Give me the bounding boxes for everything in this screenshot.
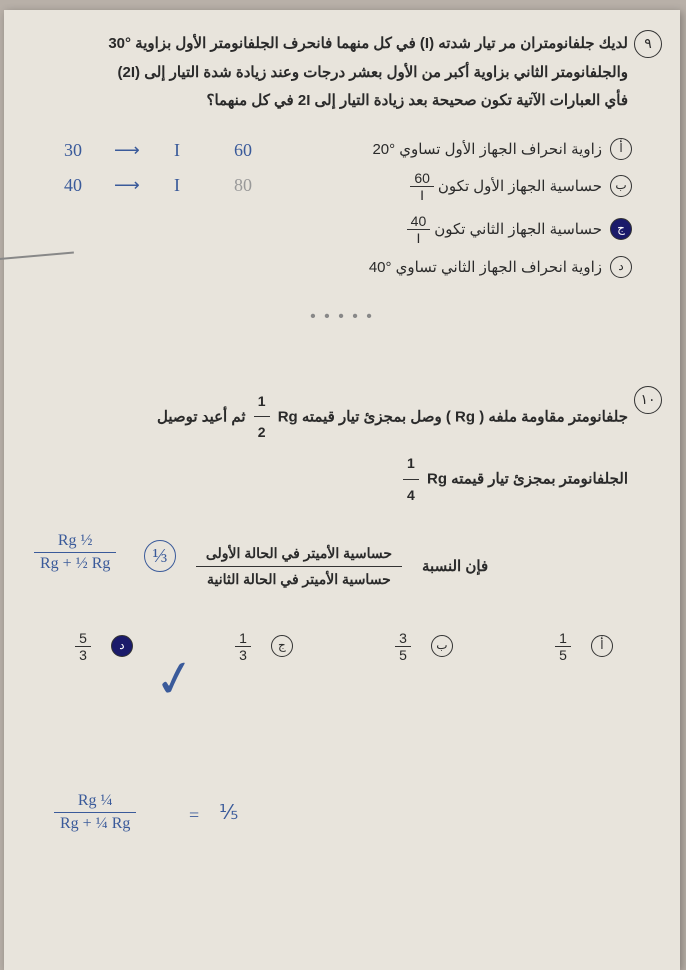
- q9-opt-a-marker: أ: [611, 138, 633, 160]
- hand-I2: I: [175, 175, 181, 196]
- q9-opt-c-marker: ج: [611, 218, 633, 240]
- q10-line1: جلفانومتر مقاومة ملفه ( Rg ) وصل بمجزئ ت…: [23, 386, 629, 449]
- q10-opt-d: د 53: [72, 630, 134, 663]
- q9-opt-b-text: حساسية الجهاز الأول تكون: [439, 177, 603, 195]
- ratio-label: فإن النسبة: [423, 557, 489, 575]
- q9-line3: فأي العبارات الآتية تكون صحيحة بعد زيادة…: [23, 87, 629, 116]
- hand-result2: ⅕: [220, 800, 239, 825]
- arrow-1: ⟶: [115, 140, 141, 161]
- exam-page: ٩ لديك جلفانومتران مر تيار شدته (I) في ك…: [5, 10, 681, 970]
- divider-dots: • • • • •: [23, 308, 663, 326]
- q9-line1: لديك جلفانومتران مر تيار شدته (I) في كل …: [23, 30, 629, 59]
- q9-opt-c-text: حساسية الجهاز الثاني تكون: [435, 220, 603, 238]
- q10-opt-c: ج 13: [232, 630, 294, 663]
- q9-opt-d-text: زاوية انحراف الجهاز الثاني تساوي °40: [23, 258, 603, 276]
- q10-opt-a: أ 15: [552, 630, 614, 663]
- ratio-fraction: حساسية الأميتر في الحالة الأولى حساسية ا…: [197, 541, 403, 592]
- hand-60: 60: [235, 140, 253, 161]
- q9-opt-d-marker: د: [611, 256, 633, 278]
- q10-opt-b: ب 35: [392, 630, 454, 663]
- q9-opt-a-text: زاوية انحراف الجهاز الأول تساوي °20: [23, 140, 603, 158]
- q9-opt-c-fraction: 40 I: [408, 213, 432, 246]
- hand-frac1: ½ Rg Rg + ½ Rg: [35, 530, 117, 575]
- q10-number: ١٠: [635, 386, 663, 414]
- hand-result1-circle: ⅓: [145, 540, 177, 572]
- q10-line2: الجلفانومتر بمجزئ تيار قيمته Rg 1 4: [23, 448, 629, 511]
- q10-frac-quarter: 1 4: [404, 448, 420, 511]
- arrow-2: ⟶: [115, 175, 141, 196]
- hand-30: 30: [65, 140, 83, 161]
- q10-options: أ 15 ب 35 ج 13 د 53: [23, 630, 663, 663]
- hand-80: 80: [235, 175, 253, 196]
- hand-I1: I: [175, 140, 181, 161]
- q9-opt-b-marker: ب: [611, 175, 633, 197]
- q9-number: ٩: [635, 30, 663, 58]
- hand-frac2: ¼ Rg Rg + ¼ Rg: [55, 790, 137, 835]
- q10-frac-half: 1 2: [255, 386, 271, 449]
- question-10: ١٠ جلفانومتر مقاومة ملفه ( Rg ) وصل بمجز…: [23, 386, 663, 663]
- q9-opt-b-fraction: 60 I: [411, 170, 435, 203]
- hand-eq: =: [190, 805, 200, 826]
- hand-40: 40: [65, 175, 83, 196]
- q9-line2: والجلفانومتر الثاني بزاوية أكبر من الأول…: [23, 59, 629, 88]
